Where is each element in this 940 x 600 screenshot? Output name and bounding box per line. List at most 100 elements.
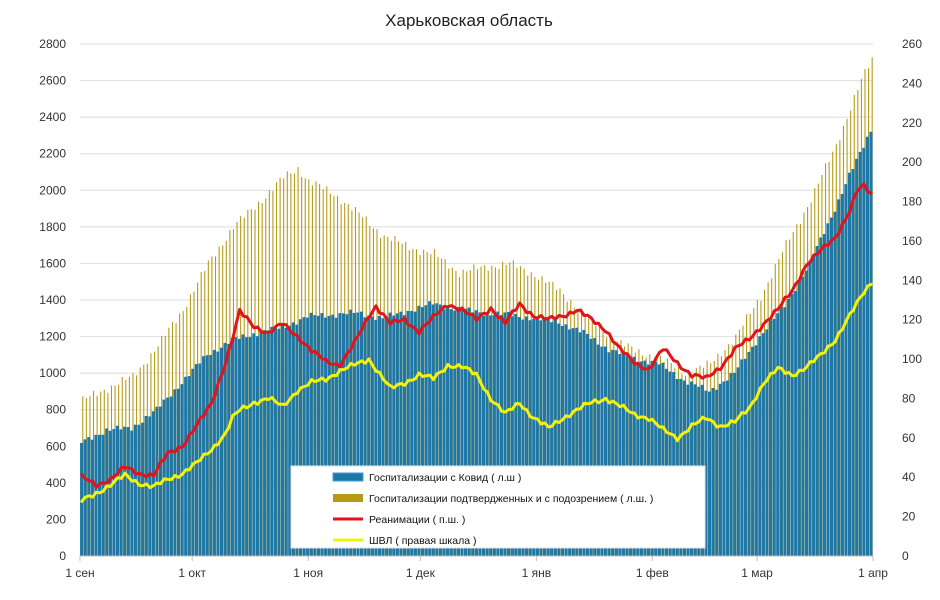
bar-covid [392,315,396,556]
legend-label-icu: Реанимации ( п.ш. ) [369,514,465,526]
left-axis-tick-label: 0 [59,549,66,563]
x-axis-tick-label: 1 апр [858,566,888,580]
bar-covid [306,317,310,556]
bar-covid [399,311,403,556]
right-axis-tick-label: 20 [902,510,916,524]
x-axis-tick-label: 1 сен [65,566,94,580]
bar-covid [819,237,823,556]
bar-covid [442,309,446,556]
bar-covid [600,346,604,556]
bar-covid [668,371,672,556]
bar-covid [395,313,399,556]
bar-covid [456,306,460,556]
bar-covid [112,429,116,556]
bar-covid [255,336,259,556]
bar-covid [377,315,381,556]
lines-layer [80,182,873,503]
bar-covid [862,147,866,557]
left-axis-tick-label: 400 [46,476,66,490]
bar-covid [209,355,213,556]
bar-covid [485,312,489,556]
bar-covid [718,383,722,556]
bar-covid [510,316,514,556]
bar-covid [273,327,277,556]
bar-covid [374,319,378,556]
bars-layer [80,57,873,557]
right-axis-tick-label: 240 [902,76,922,90]
line-icu [80,182,873,489]
bar-covid [790,293,794,556]
left-axis-tick-label: 1200 [39,330,66,344]
bar-covid [309,312,313,556]
bar-covid [503,312,507,556]
line-ventilator [80,282,873,503]
bar-covid [460,310,464,556]
legend-label-suspected: Госпитализации подтвердженных и с подозр… [369,493,653,505]
bar-covid [521,319,525,556]
bar-covid [166,397,170,556]
bar-covid [388,312,392,556]
bar-covid [783,307,787,556]
bar-covid [747,351,751,556]
right-axis-tick-label: 200 [902,155,922,169]
bar-covid [765,329,769,556]
bar-covid [173,389,177,556]
bar-covid [528,320,532,556]
bar-covid [611,349,615,556]
x-axis-tick-label: 1 ноя [293,566,323,580]
bar-covid [589,338,593,556]
bar-covid [413,311,417,556]
bar-covid [851,168,855,557]
bar-covid [758,336,762,556]
right-axis-tick-label: 180 [902,195,922,209]
bar-covid [349,309,353,556]
left-axis-tick-label: 2000 [39,183,66,197]
bar-covid [855,158,859,556]
bar-covid [614,350,618,556]
bar-covid [564,324,568,556]
bar-covid [277,328,281,556]
bar-covid [672,372,676,556]
bar-covid [223,342,227,556]
bar-covid [345,314,349,556]
bar-covid [331,314,335,556]
bar-covid [761,333,765,556]
bar-covid [812,256,816,556]
left-axis-tick-label: 1600 [39,256,66,270]
bar-covid [144,415,148,556]
bar-covid [259,332,263,556]
bar-covid [266,331,270,556]
bar-covid [837,199,841,557]
bar-covid [320,313,324,556]
bar-covid [607,352,611,556]
bar-covid [298,319,303,556]
right-axis-tick-label: 60 [902,431,916,445]
bar-covid [158,406,163,556]
bar-covid [650,360,654,556]
bar-covid [711,387,715,556]
legend-label-covid: Госпитализации с Ковид ( л.ш ) [369,472,521,484]
bar-covid [94,434,98,556]
x-axis-tick-label: 1 окт [178,566,206,580]
bar-covid [725,380,730,556]
bar-covid [646,364,651,556]
bar-covid [385,317,389,556]
bar-covid [280,324,285,556]
bar-covid [123,426,127,556]
bar-covid [237,338,242,556]
bar-covid [553,319,557,556]
bar-covid [751,346,755,556]
axes-layer: 0200400600800100012001400160018002000220… [39,37,922,580]
right-axis-tick-label: 140 [902,273,922,287]
bar-covid [481,315,486,556]
left-axis-tick-label: 1000 [39,366,66,380]
bar-covid [180,384,184,556]
bar-covid [786,298,791,556]
left-axis-tick-label: 600 [46,439,66,453]
bar-covid [359,311,364,556]
bar-covid [829,217,834,557]
bar-covid [797,280,801,556]
bar-covid [435,303,439,556]
bar-covid [302,317,306,556]
bar-covid [639,361,643,556]
